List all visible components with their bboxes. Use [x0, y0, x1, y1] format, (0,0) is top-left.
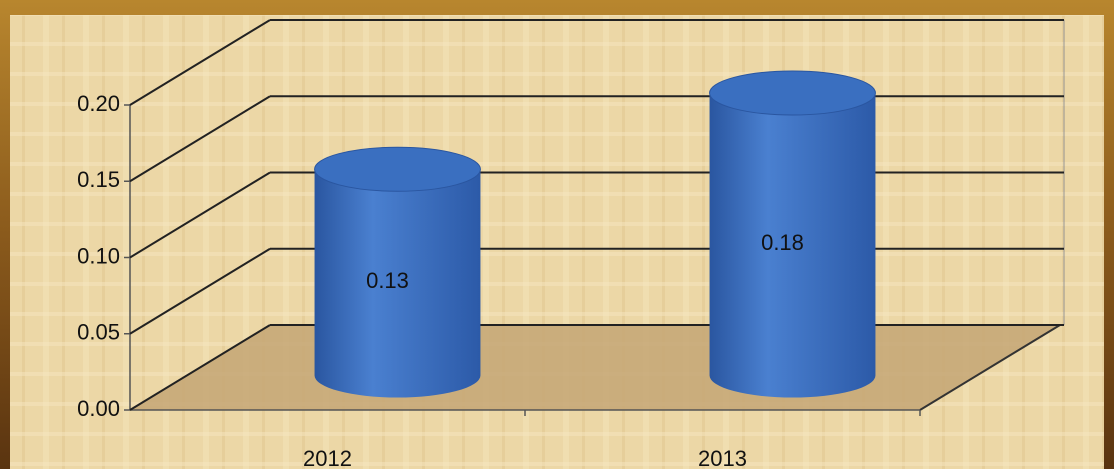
- x-tick-label: 2013: [698, 446, 747, 469]
- floor: [130, 325, 1060, 410]
- bar: [314, 169, 481, 398]
- bar: [709, 93, 876, 398]
- y-tick-label: 0.00: [77, 396, 120, 421]
- data-label: 0.18: [761, 230, 804, 255]
- floor-edge: [919, 324, 1061, 411]
- y-tick-label: 0.20: [77, 91, 120, 116]
- y-tick-label: 0.10: [77, 243, 120, 268]
- side-grid-line: [129, 95, 271, 183]
- side-grid-line: [129, 247, 271, 335]
- y-tick-label: 0.05: [77, 320, 120, 345]
- y-tick-label: 0.15: [77, 167, 120, 192]
- bar-top: [709, 70, 876, 116]
- data-label: 0.13: [366, 268, 409, 293]
- bar-top: [314, 146, 481, 192]
- x-tick-label: 2012: [303, 446, 352, 469]
- side-grid-line: [129, 171, 271, 259]
- side-grid-line: [129, 19, 271, 106]
- side-grid-line: [129, 324, 271, 411]
